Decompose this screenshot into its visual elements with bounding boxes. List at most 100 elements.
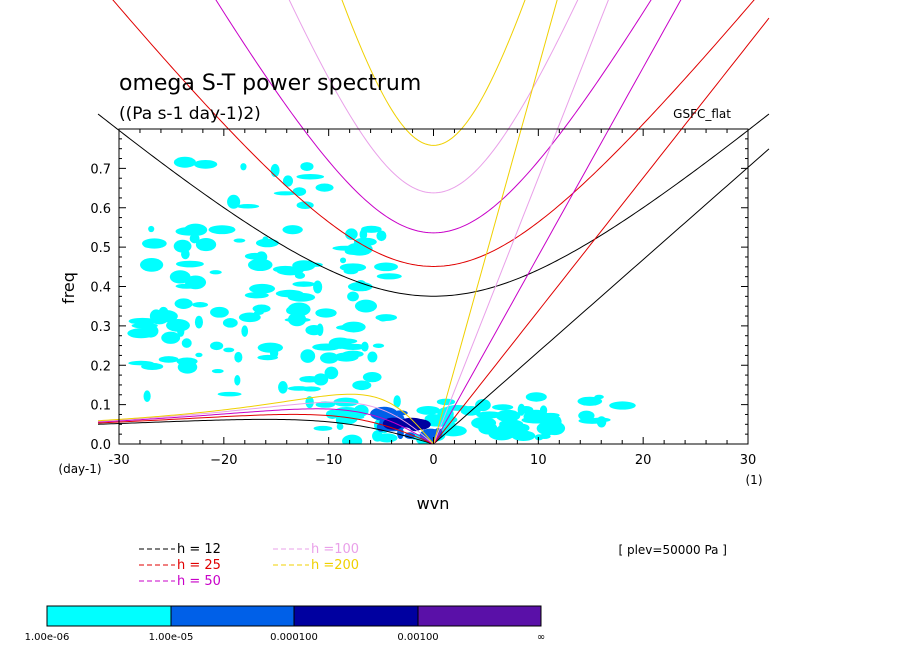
power-contour-blob	[376, 433, 398, 443]
power-contour-blob	[194, 315, 203, 329]
power-contour-blob	[282, 225, 303, 235]
power-contour-blob	[209, 270, 222, 275]
power-contour-blob	[339, 263, 367, 272]
power-contour-blob	[300, 349, 316, 363]
power-contour-blob	[272, 265, 298, 273]
power-contour-blob	[287, 386, 310, 391]
power-contour-blob	[305, 396, 314, 409]
power-contour-blob	[361, 341, 369, 352]
power-contour-blob	[241, 325, 249, 337]
power-contour-blob	[416, 406, 441, 415]
power-contour-blob	[296, 174, 325, 180]
power-contour-blob	[475, 398, 491, 412]
power-contour-blob	[287, 312, 307, 327]
power-contour-blob	[319, 309, 332, 314]
colorbar-cell	[293, 605, 419, 627]
legend-label: h =100	[311, 542, 359, 557]
power-contour-blob	[148, 225, 155, 233]
power-contour-blob	[211, 368, 224, 374]
power-contour-blob	[161, 331, 181, 344]
power-contour-blob	[189, 233, 200, 244]
power-contour-blob	[139, 257, 164, 272]
power-contour-blob	[175, 260, 204, 268]
colorbar-cell	[46, 605, 172, 627]
power-contour-blob	[143, 390, 151, 402]
rossby-curve-h100	[98, 401, 434, 444]
x-axis-label: wvn	[417, 494, 450, 513]
rossby-curve-h50	[98, 408, 434, 444]
power-contour-blob	[195, 237, 217, 252]
power-contour-blob	[361, 225, 382, 233]
power-contour-blob	[344, 247, 361, 255]
ig-curve-h12	[97, 113, 770, 297]
power-contour-blob	[495, 409, 521, 422]
power-contour-blob	[374, 262, 398, 272]
power-contour-blob	[517, 403, 526, 416]
plot-frame	[118, 128, 749, 445]
power-contour-blob	[282, 175, 294, 187]
power-contour-blob	[339, 257, 347, 264]
power-contour-blob	[210, 341, 224, 351]
power-contour-blob	[127, 328, 155, 339]
y-tick-label: 0.2	[90, 359, 111, 374]
level-note: [ plev=50000 Pa ]	[618, 543, 727, 557]
power-contour-blob	[424, 413, 442, 424]
ig-curve-h25	[112, 0, 755, 267]
power-contour-blob	[287, 302, 311, 317]
power-contour-blob	[249, 283, 276, 294]
power-contour-blob	[382, 411, 396, 418]
power-contour-blob	[476, 411, 503, 419]
power-contour-blob	[538, 433, 551, 440]
power-contour-blob	[313, 280, 323, 294]
power-contour-blob	[313, 425, 333, 431]
power-contour-blob	[336, 324, 359, 331]
x-tick-label: 20	[635, 453, 652, 468]
legend-label: h = 25	[177, 558, 221, 573]
legend-label: h = 50	[177, 574, 221, 589]
power-contour-blob	[497, 424, 504, 439]
power-contour-blob	[300, 162, 314, 171]
x-tick-label: -30	[108, 453, 129, 468]
power-contour-blob	[404, 432, 416, 439]
power-contour-blob	[173, 156, 196, 168]
colorbar-cell	[417, 605, 542, 627]
kelvin-curve-h100	[433, 0, 609, 444]
power-contour-blob	[525, 392, 547, 402]
kelvin-curve-h12	[433, 148, 770, 444]
legend-label: h = 12	[177, 542, 221, 557]
power-contour-blob	[175, 227, 203, 236]
power-contour-blob	[352, 380, 372, 391]
x-tick-label: −20	[210, 453, 237, 468]
y-tick-label: 0.5	[90, 241, 111, 256]
power-contour-blob	[252, 304, 271, 313]
power-contour-blob	[131, 322, 158, 329]
y-tick-label: 0.6	[90, 202, 111, 217]
y-tick-label: 0.7	[90, 162, 111, 177]
power-contour-blob	[184, 275, 207, 290]
power-contour-blob	[345, 228, 358, 240]
power-contour-blob	[372, 343, 385, 348]
power-contour-blob	[354, 299, 377, 313]
power-contour-blob	[227, 194, 241, 209]
power-contour-blob	[210, 306, 229, 318]
power-contour-blob	[292, 281, 316, 287]
power-contour-blob	[492, 404, 514, 411]
power-contour-blob	[347, 282, 373, 292]
power-contour-blob	[236, 204, 260, 209]
x-tick-label: 30	[740, 453, 757, 468]
power-contour-blob	[353, 237, 377, 247]
ig-curve-h100	[288, 0, 579, 194]
y-tick-label: 0.4	[90, 281, 111, 296]
colorbar-cell	[170, 605, 295, 627]
power-contour-blob	[244, 292, 269, 299]
power-contour-blob	[367, 351, 378, 363]
colorbar-label: 1.00e-06	[25, 632, 70, 643]
power-contour-blob	[195, 352, 203, 358]
power-contour-blob	[445, 405, 471, 411]
legend-label: h =200	[311, 558, 359, 573]
power-contour-blob	[222, 318, 238, 328]
power-contour-blob	[312, 343, 341, 351]
power-contour-blob	[169, 270, 191, 284]
power-contour-blob	[534, 414, 561, 423]
